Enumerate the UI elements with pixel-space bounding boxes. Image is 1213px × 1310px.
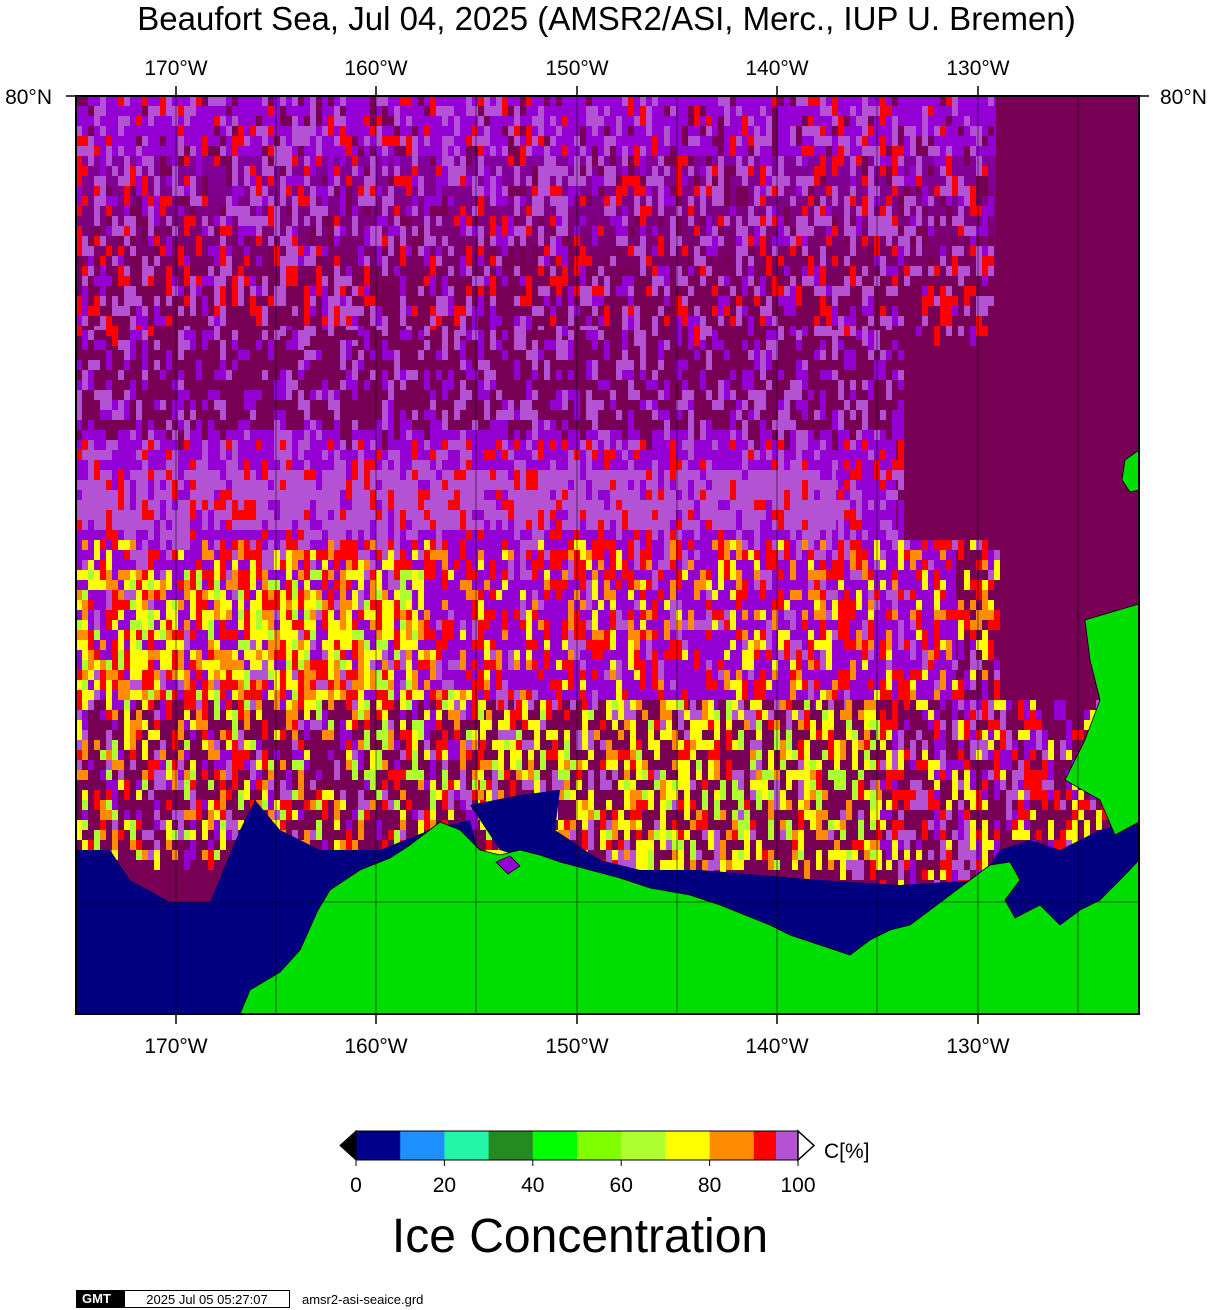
tick-marks	[66, 86, 1149, 1024]
colorbar-tick-label: 80	[698, 1174, 721, 1197]
colorbar-swatch	[488, 1131, 534, 1160]
canada-land-east	[1064, 603, 1139, 836]
ice-concentration-field	[76, 96, 1139, 1014]
gmt-logo: GMT	[76, 1290, 124, 1308]
colorbar-over-triangle	[797, 1129, 816, 1162]
colorbar-swatch	[665, 1131, 711, 1160]
colorbar-swatch	[400, 1131, 445, 1160]
lon-tick-bottom-170w: 170°W	[144, 1035, 207, 1058]
lon-tick-top-140w: 140°W	[745, 57, 808, 80]
colorbar-swatch	[775, 1131, 799, 1160]
quantity-label: Ice Concentration	[391, 1210, 769, 1263]
lat-tick-right-80n: 80°N	[1160, 86, 1207, 109]
colorbar-under-triangle	[339, 1129, 357, 1162]
colorbar-swatch	[444, 1131, 490, 1160]
gmt-filename: amsr2-asi-seaice.grd	[302, 1291, 424, 1307]
colorbar-tick-label: 60	[610, 1174, 633, 1197]
lat-tick-left-80n: 80°N	[5, 86, 52, 109]
lon-tick-top-150w: 150°W	[545, 57, 608, 80]
lon-tick-top-170w: 170°W	[144, 57, 207, 80]
colorbar-unit-label: C[%]	[824, 1140, 870, 1163]
colorbar-frame	[355, 1130, 799, 1161]
lon-tick-top-130w: 130°W	[946, 57, 1009, 80]
banks-island-land	[1121, 449, 1139, 493]
colorbar-tick-label: 40	[521, 1174, 544, 1197]
colorbar-swatch	[709, 1131, 755, 1160]
colorbar-swatch	[753, 1131, 777, 1160]
colorbar-swatch	[356, 1131, 401, 1160]
colorbar-tick-label: 0	[350, 1174, 362, 1197]
colorbar-tick-label: 20	[433, 1174, 456, 1197]
ice-cells	[76, 96, 1114, 910]
alaska-coast-land	[239, 821, 1139, 1014]
lon-tick-bottom-160w: 160°W	[344, 1035, 407, 1058]
colorbar: 0 20 40 60 80 100	[339, 1129, 816, 1197]
lon-tick-bottom-130w: 130°W	[946, 1035, 1009, 1058]
open-water-west	[76, 800, 480, 1014]
lon-tick-bottom-150w: 150°W	[545, 1035, 608, 1058]
colorbar-swatch	[577, 1131, 622, 1160]
map-title: Beaufort Sea, Jul 04, 2025 (AMSR2/ASI, M…	[137, 0, 1076, 37]
map-frame	[75, 95, 1140, 1015]
colorbar-tick-label: 100	[780, 1174, 815, 1197]
lon-tick-bottom-140w: 140°W	[745, 1035, 808, 1058]
island-land	[495, 855, 521, 875]
gmt-timestamp: 2025 Jul 05 05:27:07	[124, 1290, 290, 1308]
colorbar-swatch	[532, 1131, 578, 1160]
lon-tick-top-160w: 160°W	[344, 57, 407, 80]
colorbar-swatch	[621, 1131, 666, 1160]
graticule	[76, 96, 1139, 1014]
gmt-footer: GMT 2025 Jul 05 05:27:07 amsr2-asi-seaic…	[76, 1290, 423, 1308]
